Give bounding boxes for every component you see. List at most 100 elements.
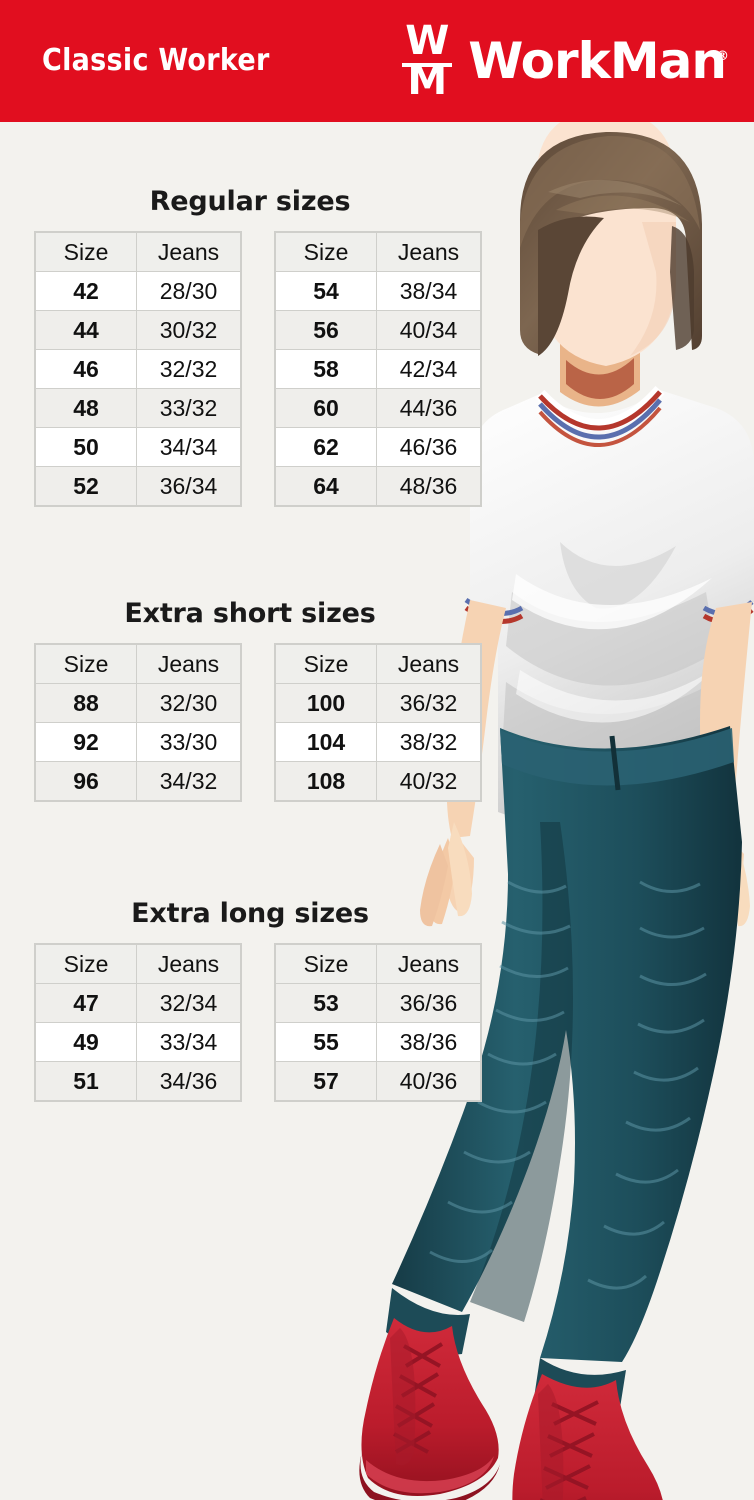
cell-size: 56: [275, 310, 377, 350]
cell-jeans: 32/34: [136, 983, 241, 1023]
cell-size: 100: [275, 683, 377, 723]
table-row: 104 38/32: [275, 722, 481, 762]
cell-jeans: 40/32: [376, 761, 481, 801]
cell-jeans: 38/36: [376, 1022, 481, 1062]
table-row: 57 40/36: [275, 1061, 481, 1101]
cell-jeans: 34/36: [136, 1061, 241, 1101]
registered-trademark-icon: ®: [716, 49, 729, 64]
figure-shoe-left: [359, 1318, 500, 1500]
column-header-jeans: Jeans: [376, 232, 481, 272]
figure-neck: [560, 322, 640, 407]
section-extra-long-sizes: Extra long sizes Size Jeans 47 32/34 49 …: [0, 898, 500, 1101]
table-row: 54 38/34: [275, 271, 481, 311]
column-header-size: Size: [275, 644, 377, 684]
cell-size: 52: [35, 466, 137, 506]
table-row: 92 33/30: [35, 722, 241, 762]
cell-size: 64: [275, 466, 377, 506]
cell-size: 51: [35, 1061, 137, 1101]
table-header-row: Size Jeans: [275, 944, 481, 984]
section-regular-sizes: Regular sizes Size Jeans 42 28/30 44 30/…: [0, 186, 500, 506]
column-header-size: Size: [275, 944, 377, 984]
cell-size: 49: [35, 1022, 137, 1062]
size-table-regular-left: Size Jeans 42 28/30 44 30/32 46 32/32: [35, 232, 241, 506]
cell-size: 57: [275, 1061, 377, 1101]
cell-jeans: 38/32: [376, 722, 481, 762]
table-header-row: Size Jeans: [275, 232, 481, 272]
column-header-jeans: Jeans: [376, 644, 481, 684]
table-row: 46 32/32: [35, 349, 241, 389]
figure-hair: [520, 131, 702, 356]
cell-size: 44: [35, 310, 137, 350]
table-row: 49 33/34: [35, 1022, 241, 1062]
brand-name: WorkMan ®: [468, 32, 729, 90]
table-row: 51 34/36: [35, 1061, 241, 1101]
cell-size: 88: [35, 683, 137, 723]
column-header-size: Size: [275, 232, 377, 272]
table-row: 88 32/30: [35, 683, 241, 723]
size-table-xlong-right: Size Jeans 53 36/36 55 38/36 57 40/36: [275, 944, 481, 1101]
column-header-jeans: Jeans: [136, 944, 241, 984]
cell-jeans: 38/34: [376, 271, 481, 311]
column-header-jeans: Jeans: [136, 232, 241, 272]
figure-head: [536, 110, 676, 366]
cell-size: 47: [35, 983, 137, 1023]
cell-size: 104: [275, 722, 377, 762]
cell-jeans: 32/32: [136, 349, 241, 389]
figure-shirt: [470, 390, 754, 828]
cell-size: 60: [275, 388, 377, 428]
table-row: 62 46/36: [275, 427, 481, 467]
cell-size: 50: [35, 427, 137, 467]
table-row: 50 34/34: [35, 427, 241, 467]
cell-jeans: 33/34: [136, 1022, 241, 1062]
table-row: 44 30/32: [35, 310, 241, 350]
cell-size: 42: [35, 271, 137, 311]
cell-jeans: 36/32: [376, 683, 481, 723]
cell-size: 48: [35, 388, 137, 428]
cell-size: 92: [35, 722, 137, 762]
figure-shoe-right: [512, 1374, 663, 1500]
table-header-row: Size Jeans: [275, 644, 481, 684]
table-row: 64 48/36: [275, 466, 481, 506]
table-row: 58 42/34: [275, 349, 481, 389]
cell-jeans: 48/36: [376, 466, 481, 506]
brand-logo: W M WorkMan ®: [400, 21, 729, 104]
size-table-xshort-right: Size Jeans 100 36/32 104 38/32 108 40/32: [275, 644, 481, 801]
cell-jeans: 40/34: [376, 310, 481, 350]
table-row: 42 28/30: [35, 271, 241, 311]
figure-collar-trim: [535, 385, 665, 447]
table-row: 100 36/32: [275, 683, 481, 723]
cell-size: 46: [35, 349, 137, 389]
cell-jeans: 33/32: [136, 388, 241, 428]
cell-jeans: 34/34: [136, 427, 241, 467]
cell-jeans: 42/34: [376, 349, 481, 389]
monogram-bottom-letter: M: [407, 58, 448, 104]
size-table-xlong-left: Size Jeans 47 32/34 49 33/34 51 34/36: [35, 944, 241, 1101]
product-title: Classic Worker: [42, 43, 270, 78]
table-row: 108 40/32: [275, 761, 481, 801]
cell-jeans: 36/34: [136, 466, 241, 506]
column-header-size: Size: [35, 232, 137, 272]
cell-size: 55: [275, 1022, 377, 1062]
cell-jeans: 28/30: [136, 271, 241, 311]
column-header-size: Size: [35, 944, 137, 984]
brand-name-text: WorkMan: [468, 32, 727, 90]
cell-size: 96: [35, 761, 137, 801]
header-bar: Classic Worker W M WorkMan ®: [0, 0, 754, 122]
table-row: 47 32/34: [35, 983, 241, 1023]
section-title-regular: Regular sizes: [149, 186, 351, 217]
table-header-row: Size Jeans: [35, 644, 241, 684]
section-title-extra-short: Extra short sizes: [124, 598, 376, 629]
monogram-divider-rule: [402, 63, 453, 67]
cell-size: 53: [275, 983, 377, 1023]
cell-jeans: 32/30: [136, 683, 241, 723]
cell-jeans: 36/36: [376, 983, 481, 1023]
section-extra-short-sizes: Extra short sizes Size Jeans 88 32/30 92…: [0, 598, 500, 801]
table-row: 56 40/34: [275, 310, 481, 350]
column-header-size: Size: [35, 644, 137, 684]
cell-jeans: 40/36: [376, 1061, 481, 1101]
cell-size: 108: [275, 761, 377, 801]
column-header-jeans: Jeans: [136, 644, 241, 684]
cell-jeans: 34/32: [136, 761, 241, 801]
size-table-regular-right: Size Jeans 54 38/34 56 40/34 58 42/34: [275, 232, 481, 506]
figure-sleeve-trim-right: [702, 600, 754, 625]
